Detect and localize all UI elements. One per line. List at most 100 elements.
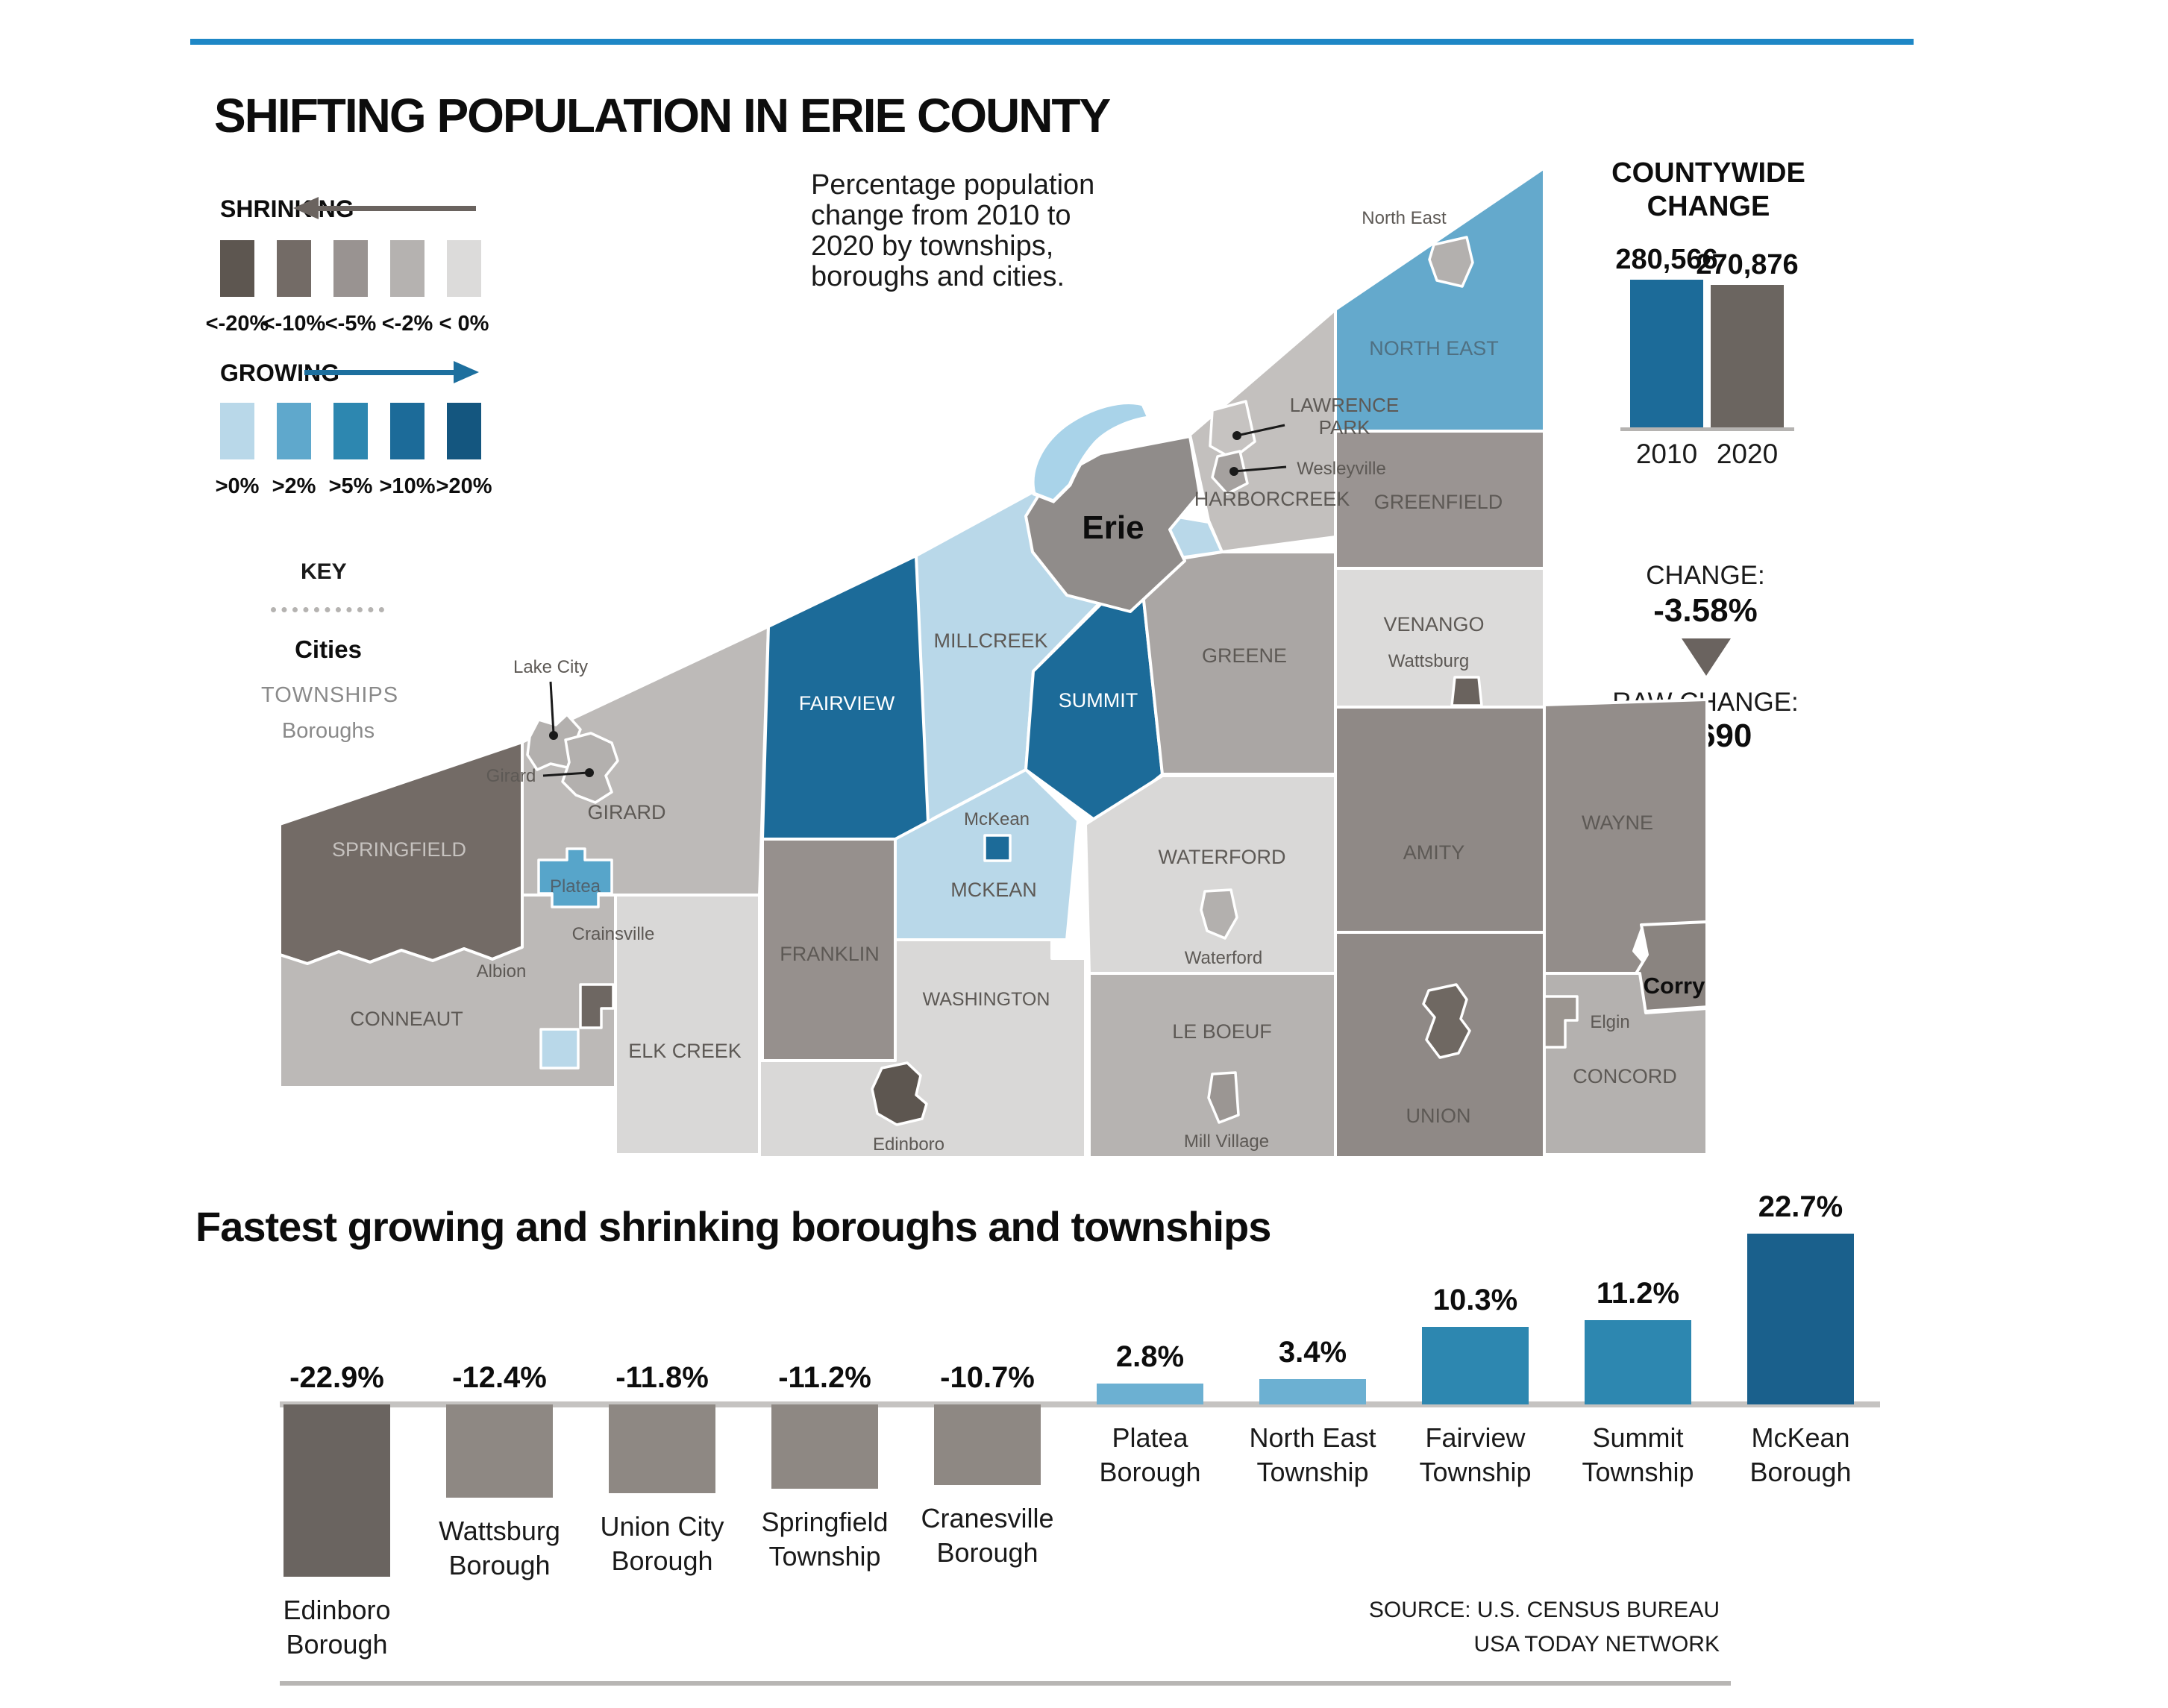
- map-label-concord: CONCORD: [1573, 1065, 1677, 1087]
- down-triangle-icon: [1682, 638, 1731, 676]
- countywide-bar-2020: [1711, 285, 1784, 427]
- map-borough-wattsburg-borough: [1450, 676, 1483, 707]
- map-region-amity: [1334, 706, 1546, 934]
- chart-value-Cranesville-Borough: -10.7%: [940, 1361, 1035, 1394]
- bottom-chart-baseline: [280, 1401, 1880, 1407]
- map-label-washington: WASHINGTON: [923, 989, 1050, 1010]
- shrink-bucket-label: <-20%: [205, 312, 269, 336]
- shrinking-arrow-line: [317, 206, 476, 211]
- chart-value-North East-Township: 3.4%: [1278, 1336, 1347, 1369]
- map-label-mckean-township: MCKEAN: [950, 879, 1037, 901]
- countywide-value-2010: 280,566: [1615, 244, 1718, 275]
- chart-bar-Springfield-Township: [771, 1404, 878, 1489]
- map-label-fairview: FAIRVIEW: [799, 692, 895, 715]
- chart-bar-McKean-Borough: [1747, 1234, 1854, 1404]
- map-label-venango: VENANGO: [1383, 613, 1484, 635]
- chart-bar-Platea-Borough: [1097, 1384, 1203, 1404]
- map-region-venango: [1334, 567, 1546, 709]
- map-label-northeast-township: NORTH EAST: [1369, 337, 1499, 360]
- map-borough-mill-village-borough: [1207, 1071, 1240, 1124]
- map-label-franklin: FRANKLIN: [780, 943, 880, 965]
- grow-bucket-label: >5%: [328, 474, 373, 498]
- bottom-rule: [280, 1681, 1731, 1686]
- map-label-elgin: Elgin: [1590, 1012, 1629, 1032]
- map-label-summit: SUMMIT: [1059, 689, 1138, 712]
- shrink-swatch-<-20%: [220, 240, 254, 297]
- map-label-waterford-township: WATERFORD: [1159, 846, 1286, 868]
- chart-description: Percentage population change from 2010 t…: [811, 169, 1095, 292]
- chart-label-Wattsburg-Borough: Wattsburg Borough: [439, 1516, 560, 1580]
- top-accent-rule: [190, 39, 1914, 45]
- map-girard-leader-dot: [585, 768, 594, 777]
- grow-swatch->2%: [277, 403, 311, 459]
- map-borough-waterford-borough: [1200, 888, 1238, 940]
- chart-bar-Union City-Borough: [609, 1404, 715, 1493]
- map-label-greenfield: GREENFIELD: [1374, 491, 1503, 513]
- chart-label-McKean-Borough: McKean Borough: [1749, 1422, 1852, 1487]
- map-borough-mckean-borough: [983, 834, 1012, 862]
- countywide-year-2010: 2010: [1635, 439, 1698, 469]
- chart-value-Edinboro-Borough: -22.9%: [289, 1361, 384, 1394]
- chart-bar-North East-Township: [1259, 1379, 1366, 1404]
- chart-value-Fairview-Township: 10.3%: [1432, 1284, 1518, 1316]
- grow-bucket-label: >0%: [215, 474, 260, 498]
- map-label-lawrence-park-1: LAWRENCE: [1290, 394, 1399, 416]
- page-title: SHIFTING POPULATION IN ERIE COUNTY: [214, 89, 1111, 142]
- chart-value-McKean-Borough: 22.7%: [1758, 1190, 1843, 1223]
- chart-value-Springfield-Township: -11.2%: [778, 1361, 871, 1394]
- map-label-albion: Albion: [477, 961, 527, 982]
- map-lake-city-leader-dot: [549, 731, 558, 740]
- map-label-elk-creek: ELK CREEK: [628, 1040, 742, 1062]
- chart-label-Cranesville-Borough: Cranesville Borough: [921, 1503, 1054, 1568]
- map-borough-platea-borough: [537, 847, 613, 908]
- map-borough-albion-square: [539, 1028, 580, 1070]
- shrink-swatch-<-2%: [390, 240, 424, 297]
- map-label-platea: Platea: [550, 876, 601, 897]
- shrink-swatch-<-5%: [333, 240, 368, 297]
- erie-county-map: SPRINGFIELD CONNEAUT GIRARD Lake City Girard…: [278, 166, 1708, 1159]
- grow-bucket-label: >20%: [436, 474, 492, 498]
- map-label-lake-city: Lake City: [513, 657, 588, 677]
- map-label-mill-village: Mill Village: [1184, 1131, 1269, 1152]
- source-credit: SOURCE: U.S. CENSUS BUREAU USA TODAY NET…: [1368, 1598, 1720, 1657]
- shrink-bucket-label: <-5%: [325, 312, 377, 336]
- countywide-change-heading: COUNTYWIDE CHANGE: [1611, 157, 1805, 222]
- chart-value-Union City-Borough: -11.8%: [615, 1361, 709, 1394]
- countywide-bar-2010: [1630, 280, 1703, 427]
- map-label-leboeuf: LE BOEUF: [1172, 1020, 1272, 1043]
- countywide-value-2020: 270,876: [1696, 249, 1799, 280]
- map-label-girard-borough: Girard: [486, 766, 536, 786]
- map-label-edinboro: Edinboro: [873, 1134, 944, 1155]
- map-borough-albion-borough: [579, 983, 615, 1029]
- map-borough-lawrence-park-borough: [1209, 400, 1256, 460]
- bottom-chart-title: Fastest growing and shrinking boroughs a…: [195, 1203, 1271, 1250]
- grow-swatch->10%: [390, 403, 424, 459]
- map-label-corry: Corry: [1644, 973, 1705, 999]
- map-label-mckean-borough: McKean: [964, 809, 1030, 829]
- shrink-bucket-label: < 0%: [439, 312, 489, 336]
- grow-bucket-label: >10%: [379, 474, 436, 498]
- key-townships-label: TOWNSHIPS: [261, 683, 399, 707]
- map-label-harborcreek: HARBORCREEK: [1194, 488, 1350, 510]
- map-borough-northeast-borough: [1428, 236, 1474, 288]
- map-lake-city-leader: [549, 681, 555, 735]
- map-label-crainsville: Crainsville: [572, 924, 655, 944]
- map-borough-edinboro-borough: [871, 1061, 928, 1126]
- map-label-springfield: SPRINGFIELD: [332, 838, 466, 861]
- change-value: -3.58%: [1653, 592, 1758, 629]
- chart-bar-Cranesville-Borough: [934, 1404, 1041, 1485]
- map-region-northeast-township: [1334, 166, 1546, 433]
- map-region-leboeuf: [1088, 972, 1337, 1159]
- map-label-millcreek: MILLCREEK: [933, 629, 1047, 652]
- shrink-swatch-< 0%: [447, 240, 481, 297]
- map-wesleyville-leader: [1233, 465, 1287, 473]
- map-label-wesleyville: Wesleyville: [1297, 459, 1386, 479]
- change-label: CHANGE:: [1646, 561, 1765, 590]
- map-region-waterford-township: [1084, 774, 1337, 975]
- map-borough-elgin-borough: [1543, 995, 1579, 1049]
- map-lawrence-park-leader-dot: [1232, 431, 1241, 440]
- map-region-concord: [1543, 972, 1708, 1156]
- shrink-bucket-label: <-10%: [262, 312, 326, 336]
- map-label-conneaut: CONNEAUT: [350, 1008, 463, 1030]
- shrinking-arrow-head-icon: [293, 197, 319, 219]
